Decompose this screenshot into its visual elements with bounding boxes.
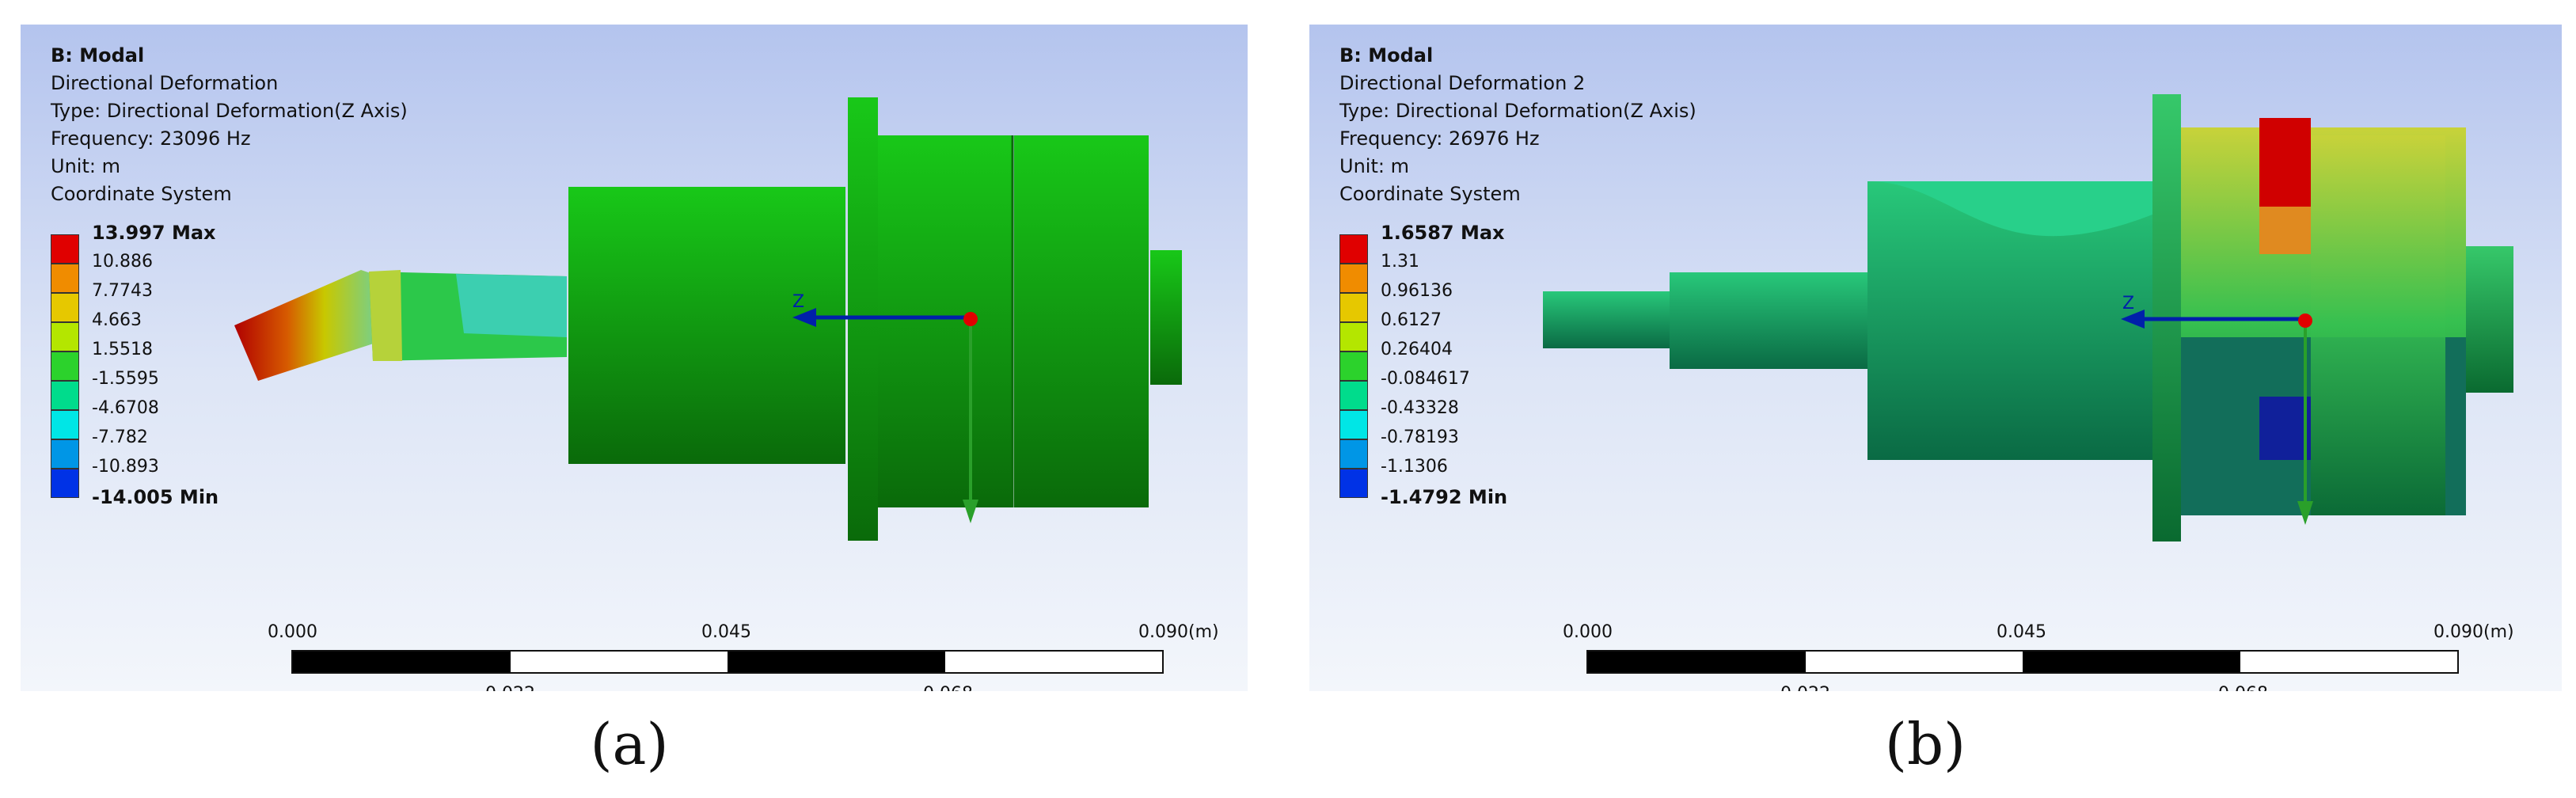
legend-swatch xyxy=(51,293,79,322)
scale-unit: (m) xyxy=(1188,622,1219,642)
legend-swatch xyxy=(51,439,79,469)
scale-tick-three-quarter: 0.068 xyxy=(923,684,973,691)
legend-min-label: -1.4792 Min xyxy=(1381,486,1508,508)
z-axis-label: Z xyxy=(2122,294,2135,314)
deformed-model-b[interactable] xyxy=(1309,25,2562,691)
legend-swatch xyxy=(1339,234,1368,264)
scale-bar xyxy=(1586,650,2459,674)
result-name: Directional Deformation 2 xyxy=(1339,72,1586,94)
result-type: Type: Directional Deformation(Z Axis) xyxy=(51,100,408,122)
legend-swatch xyxy=(51,264,79,293)
result-info: B: Modal Directional Deformation 2 Type:… xyxy=(1339,42,1696,208)
legend-label: -7.782 xyxy=(92,428,148,447)
legend-label: 7.7743 xyxy=(92,281,153,301)
analysis-title: B: Modal xyxy=(51,44,145,66)
legend-swatch xyxy=(1339,381,1368,410)
legend-label: -1.1306 xyxy=(1381,457,1448,477)
legend-swatch xyxy=(51,322,79,352)
legend-label: -10.893 xyxy=(92,457,159,477)
legend-swatch xyxy=(1339,439,1368,469)
scale-bar xyxy=(291,650,1164,674)
result-type: Type: Directional Deformation(Z Axis) xyxy=(1339,100,1696,122)
scale-tick-end: 0.090 xyxy=(1138,622,1188,642)
legend-swatch xyxy=(51,234,79,264)
result-info: B: Modal Directional Deformation Type: D… xyxy=(51,42,408,208)
legend-swatch xyxy=(1339,264,1368,293)
result-viewport-a[interactable]: Z B: Modal Directional Deformation Type:… xyxy=(21,25,1248,691)
legend-label: 0.6127 xyxy=(1381,310,1442,330)
legend-label: 4.663 xyxy=(92,310,142,330)
scale-tick-mid: 0.045 xyxy=(701,622,751,642)
result-name: Directional Deformation xyxy=(51,72,279,94)
analysis-title: B: Modal xyxy=(1339,44,1434,66)
result-unit: Unit: m xyxy=(51,155,120,177)
caption-b: (b) xyxy=(1884,711,1966,777)
legend-label: -1.5595 xyxy=(92,369,159,389)
legend-label: -0.43328 xyxy=(1381,398,1459,418)
legend-max-label: 13.997 Max xyxy=(92,222,216,244)
legend-swatch xyxy=(1339,352,1368,381)
result-viewport-b[interactable]: Z B: Modal Directional Deformation 2 Typ… xyxy=(1309,25,2562,691)
deformed-tip xyxy=(234,270,385,381)
caption-a: (a) xyxy=(590,711,669,777)
scale-tick-mid: 0.045 xyxy=(1997,622,2046,642)
legend-swatch xyxy=(1339,410,1368,439)
legend-label: 1.31 xyxy=(1381,252,1419,272)
scale-bar-a: 0.000 0.045 0.090 (m) 0.022 0.068 xyxy=(21,602,1248,691)
legend-max-label: 1.6587 Max xyxy=(1381,222,1505,244)
scale-tick-quarter: 0.022 xyxy=(485,684,535,691)
result-unit: Unit: m xyxy=(1339,155,1409,177)
scale-tick-start: 0.000 xyxy=(1563,622,1613,642)
scale-tick-start: 0.000 xyxy=(268,622,317,642)
legend-label: -0.78193 xyxy=(1381,428,1459,447)
legend-swatch xyxy=(1339,293,1368,322)
scale-tick-three-quarter: 0.068 xyxy=(2218,684,2268,691)
legend-label: 1.5518 xyxy=(92,340,153,359)
scale-unit: (m) xyxy=(2483,622,2514,642)
legend-label: 0.26404 xyxy=(1381,340,1453,359)
legend-swatch xyxy=(51,381,79,410)
legend-label: -0.084617 xyxy=(1381,369,1470,389)
scale-tick-quarter: 0.022 xyxy=(1780,684,1830,691)
deformed-model-a[interactable] xyxy=(21,25,1248,691)
scale-bar-b: 0.000 0.045 0.090 (m) 0.022 0.068 xyxy=(1309,602,2562,691)
legend-swatch xyxy=(51,469,79,498)
result-frequency: Frequency: 23096 Hz xyxy=(51,127,251,150)
legend-swatch xyxy=(51,410,79,439)
legend-label: -4.6708 xyxy=(92,398,159,418)
coordinate-system: Coordinate System xyxy=(1339,183,1521,205)
legend-swatch xyxy=(1339,322,1368,352)
result-frequency: Frequency: 26976 Hz xyxy=(1339,127,1540,150)
legend-swatch xyxy=(51,352,79,381)
legend-label: 10.886 xyxy=(92,252,153,272)
coordinate-system: Coordinate System xyxy=(51,183,232,205)
legend-swatch xyxy=(1339,469,1368,498)
legend-min-label: -14.005 Min xyxy=(92,486,219,508)
legend-label: 0.96136 xyxy=(1381,281,1453,301)
scale-tick-end: 0.090 xyxy=(2434,622,2483,642)
z-axis-label: Z xyxy=(792,292,805,312)
